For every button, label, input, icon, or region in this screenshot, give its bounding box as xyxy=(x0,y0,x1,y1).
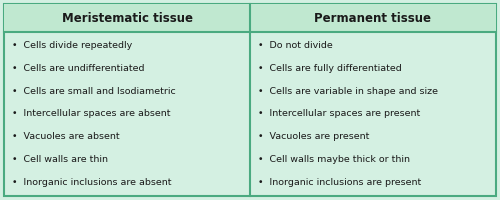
Text: •  Cell walls maybe thick or thin: • Cell walls maybe thick or thin xyxy=(258,155,410,164)
Text: •  Cells are small and Isodiametric: • Cells are small and Isodiametric xyxy=(12,87,176,96)
Text: Permanent tissue: Permanent tissue xyxy=(314,11,432,24)
Bar xyxy=(4,4,250,32)
Text: •  Cells divide repeatedly: • Cells divide repeatedly xyxy=(12,41,132,50)
Text: •  Cells are undifferentiated: • Cells are undifferentiated xyxy=(12,64,144,73)
Text: •  Vacuoles are absent: • Vacuoles are absent xyxy=(12,132,120,141)
Text: •  Do not divide: • Do not divide xyxy=(258,41,333,50)
Text: •  Cells are variable in shape and size: • Cells are variable in shape and size xyxy=(258,87,438,96)
Text: •  Vacuoles are present: • Vacuoles are present xyxy=(258,132,370,141)
Text: •  Intercellular spaces are absent: • Intercellular spaces are absent xyxy=(12,110,170,118)
Text: Meristematic tissue: Meristematic tissue xyxy=(62,11,192,24)
Text: •  Inorganic inclusions are present: • Inorganic inclusions are present xyxy=(258,178,421,187)
Text: •  Cells are fully differentiated: • Cells are fully differentiated xyxy=(258,64,402,73)
Text: •  Intercellular spaces are present: • Intercellular spaces are present xyxy=(258,110,420,118)
Text: •  Cell walls are thin: • Cell walls are thin xyxy=(12,155,108,164)
Bar xyxy=(250,4,496,32)
Text: •  Inorganic inclusions are absent: • Inorganic inclusions are absent xyxy=(12,178,172,187)
